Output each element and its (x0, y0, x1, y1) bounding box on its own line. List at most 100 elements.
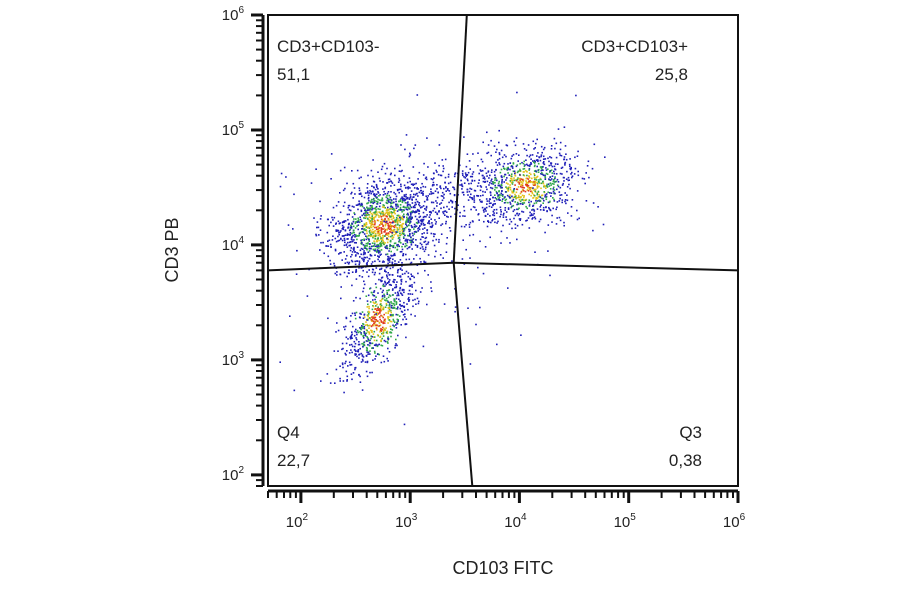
event-dot (376, 219, 379, 222)
event-dot (355, 296, 357, 299)
event-dot (384, 218, 386, 220)
event-dot (514, 193, 516, 196)
event-dot (430, 287, 432, 289)
event-dot (366, 336, 368, 338)
event-dot (416, 208, 419, 211)
event-dot (423, 260, 425, 263)
event-dot (443, 206, 445, 209)
event-dot (511, 200, 514, 202)
event-dot (535, 200, 537, 202)
event-dot (395, 218, 398, 221)
event-dot (517, 208, 519, 211)
event-dot (401, 228, 404, 230)
event-dot (501, 180, 503, 183)
event-dot (571, 176, 573, 179)
event-dot (549, 274, 551, 277)
event-dot (355, 311, 358, 314)
event-dot (360, 333, 363, 336)
event-dot (414, 144, 417, 146)
event-dot (410, 244, 413, 246)
event-dot (416, 187, 418, 189)
event-dot (376, 314, 378, 316)
event-dot (397, 291, 399, 294)
event-dot (588, 176, 590, 179)
event-dot (394, 233, 397, 235)
event-dot (531, 218, 533, 220)
event-dot (530, 194, 532, 197)
event-dot (396, 344, 398, 347)
event-dot (402, 318, 404, 321)
quadrant-q2-annotation: CD3+CD103+ 25,8 (581, 37, 688, 84)
event-dot (334, 248, 337, 251)
event-dot (398, 179, 401, 182)
event-dot (400, 293, 403, 295)
event-dot (389, 230, 391, 233)
event-dot (404, 202, 407, 204)
event-dot (389, 227, 392, 230)
event-dot (387, 262, 389, 265)
event-dot (401, 226, 404, 229)
event-dot (379, 279, 382, 281)
event-dot (413, 226, 416, 228)
event-dot (362, 269, 364, 272)
quadrant-gate (267, 14, 739, 487)
event-dot (344, 234, 347, 236)
event-dot (381, 344, 384, 347)
event-dot (519, 198, 521, 201)
event-dot (392, 244, 395, 247)
event-dot (345, 360, 347, 363)
event-dot (370, 220, 373, 222)
event-dot (403, 215, 405, 218)
event-dot (369, 288, 371, 290)
event-dot (337, 229, 339, 232)
event-dot (382, 321, 385, 323)
event-dot (374, 250, 376, 252)
event-dot (351, 260, 354, 263)
event-dot (479, 185, 482, 187)
event-dot (361, 239, 364, 241)
event-dot (390, 185, 392, 187)
event-dot (368, 247, 371, 250)
event-dot (538, 156, 540, 158)
event-dot (512, 179, 514, 181)
event-dot (526, 184, 528, 187)
event-dot (394, 242, 397, 244)
event-dot (545, 185, 548, 187)
event-dot (494, 194, 496, 196)
event-dot (463, 194, 465, 196)
event-dot (536, 138, 538, 141)
event-dot (365, 244, 367, 247)
event-dot (374, 210, 377, 213)
event-dot (564, 145, 567, 147)
event-dot (529, 180, 531, 182)
event-dot (391, 261, 394, 264)
event-dot (423, 224, 425, 226)
event-dot (556, 206, 558, 209)
event-dot (532, 208, 534, 211)
event-dot (447, 216, 449, 218)
event-dot (407, 272, 410, 274)
event-dot (362, 317, 365, 319)
event-dot (501, 200, 503, 202)
event-dot (466, 174, 469, 176)
event-dot (565, 202, 567, 205)
event-dot (438, 210, 440, 212)
event-dot (511, 205, 513, 208)
event-dot (387, 310, 390, 313)
event-dot (363, 228, 366, 230)
event-dot (360, 203, 363, 205)
event-dot (361, 257, 363, 260)
event-dot (409, 196, 411, 199)
event-dot (358, 267, 360, 269)
event-dot (397, 217, 399, 220)
event-dot (556, 217, 558, 219)
event-dot (516, 178, 519, 181)
event-dot (495, 161, 497, 164)
event-dot (539, 206, 542, 208)
event-dot (383, 214, 386, 217)
event-dot (378, 232, 380, 234)
event-dot (340, 238, 342, 240)
event-dot (425, 207, 428, 209)
event-dot (386, 282, 388, 284)
event-dot (552, 197, 554, 199)
